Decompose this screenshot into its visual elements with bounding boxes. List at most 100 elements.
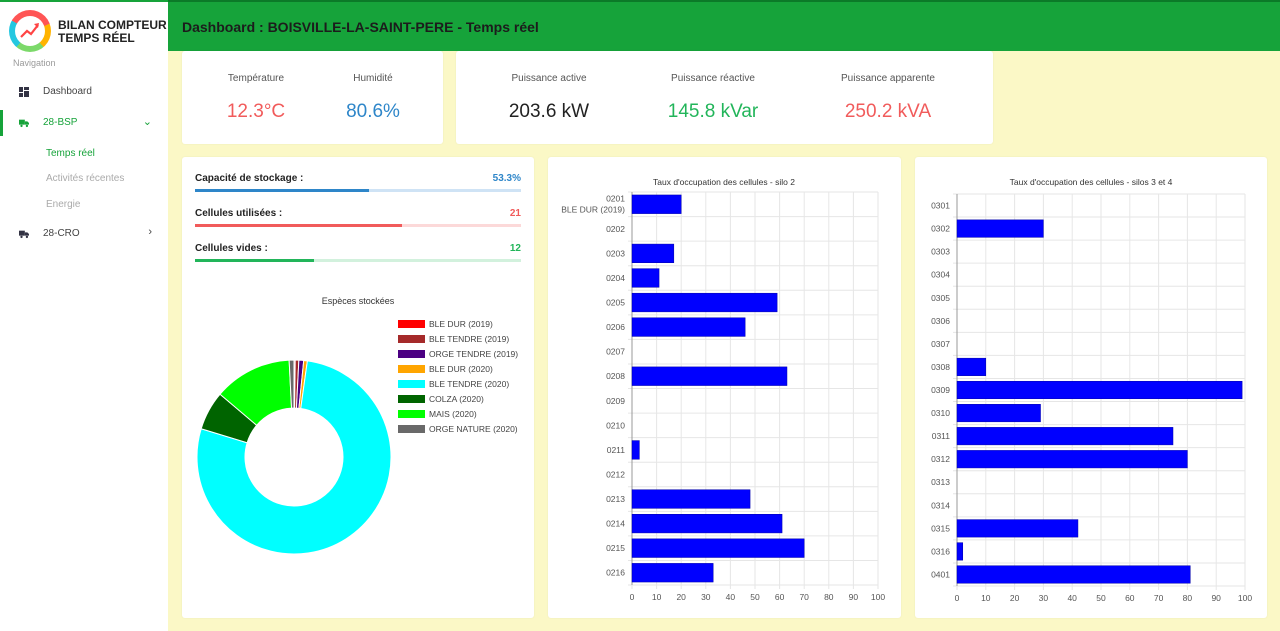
y-tick-label: 0201 [606,193,625,203]
bar-0302[interactable] [956,219,1044,238]
y-tick-label: 0306 [931,316,950,326]
legend-label[interactable]: ORGE TENDRE (2019) [429,349,518,359]
x-tick-label: 20 [1010,593,1020,603]
y-tick-label: 0305 [931,293,950,303]
y-tick-label: 0401 [931,569,950,579]
x-tick-label: 70 [799,592,809,602]
bar-0208[interactable] [631,366,788,386]
humidity-value: 80.6% [346,101,400,122]
chart-title: Taux d'occupation des cellules - silos 3… [1010,177,1173,187]
y-tick-label: 0213 [606,494,625,504]
y-tick-label: 0206 [606,322,625,332]
y-tick-label: 0207 [606,347,625,357]
y-tick-label: 0314 [931,500,950,510]
legend-swatch [398,380,425,388]
y-tick-label: 0313 [931,477,950,487]
legend-label[interactable]: BLE TENDRE (2019) [429,334,509,344]
sidebar-item-28-cro[interactable]: 28-CRO › [0,221,168,247]
bar-0206[interactable] [631,317,746,337]
silo2-occupancy-chart: Taux d'occupation des cellules - silo 2 0… [561,177,885,602]
bar-0315[interactable] [956,519,1079,538]
used-cells-progress-track [195,224,521,227]
bar-0312[interactable] [956,450,1188,469]
silo34-occupancy-chart: Taux d'occupation des cellules - silos 3… [931,177,1252,603]
legend-swatch [398,320,425,328]
bar-0211[interactable] [631,440,640,460]
y-tick-label: 0310 [931,408,950,418]
legend-label[interactable]: ORGE NATURE (2020) [429,424,518,434]
legend-label[interactable]: COLZA (2020) [429,394,484,404]
donut-slice[interactable] [196,360,392,555]
y-tick-label: 0304 [931,270,950,280]
bar-0201[interactable] [631,194,682,214]
page-title: Dashboard : BOISVILLE-LA-SAINT-PERE - Te… [182,19,539,35]
bar-0308[interactable] [956,357,987,376]
capacity-progress-fill [195,189,369,192]
capacity-value: 53.3% [492,173,521,184]
app-logo[interactable]: BILAN COMPTEUR TEMPS RÉEL [8,10,168,56]
x-tick-label: 100 [1238,593,1252,603]
bar-0311[interactable] [956,427,1174,446]
y-tick-label: 0301 [931,201,950,211]
y-tick-label: 0211 [607,445,626,455]
x-tick-label: 0 [955,593,960,603]
bar-0204[interactable] [631,268,660,288]
sidebar-subitem-energie[interactable]: Energie [46,199,81,210]
power-card: Puissance active 203.6 kW Puissance réac… [456,51,993,144]
x-tick-label: 10 [652,592,662,602]
bar-0215[interactable] [631,538,805,558]
y-tick-label: 0214 [606,519,625,529]
legend-label[interactable]: BLE DUR (2020) [429,364,493,374]
chevron-right-icon[interactable]: › [148,226,152,238]
y-tick-label: 0204 [606,273,625,283]
x-tick-label: 30 [701,592,711,602]
bar-0213[interactable] [631,489,751,509]
sidebar-item-28-bsp[interactable]: 28-BSP ⌄ [0,110,168,136]
bar-0401[interactable] [956,565,1191,584]
y-tick-label: 0210 [606,420,625,430]
reactive-power-value: 145.8 kVar [667,101,759,122]
y-tick-label: 0308 [931,362,950,372]
donut-slice[interactable] [288,359,295,409]
bar-0205[interactable] [631,292,778,313]
sidebar: BILAN COMPTEUR TEMPS RÉEL Navigation Das… [0,0,168,631]
bar-0216[interactable] [631,563,714,583]
bar-0310[interactable] [956,404,1041,423]
bar-0214[interactable] [631,514,783,534]
x-tick-label: 80 [1183,593,1193,603]
sidebar-item-dashboard[interactable]: Dashboard [0,79,168,105]
capacity-label: Capacité de stockage : [195,173,304,184]
legend-label[interactable]: BLE TENDRE (2020) [429,379,509,389]
y-tick-label: 0302 [931,224,950,234]
legend-label[interactable]: BLE DUR (2019) [429,319,493,329]
x-tick-label: 0 [630,592,635,602]
x-tick-label: 50 [750,592,760,602]
temperature-value: 12.3°C [226,101,286,122]
y-tick-label: 0307 [931,339,950,349]
bar-0316[interactable] [956,542,964,561]
used-cells-label: Cellules utilisées : [195,208,283,219]
sidebar-subitem-temps-reel[interactable]: Temps réel [46,148,95,159]
donut-title: Espèces stockées [322,296,395,306]
sidebar-item-label: 28-CRO [43,228,80,239]
truck-icon [19,230,29,239]
sidebar-subitem-activites-recentes[interactable]: Activités récentes [46,173,125,184]
active-power-value: 203.6 kW [508,101,590,122]
legend-swatch [398,365,425,373]
bar-0203[interactable] [631,243,675,263]
apparent-power-value: 250.2 kVA [844,101,932,122]
x-tick-label: 80 [824,592,834,602]
capacity-stat: Capacité de stockage : 53.3% [195,173,521,203]
used-cells-progress-fill [195,224,403,227]
chart-title: Taux d'occupation des cellules - silo 2 [653,177,795,187]
top-header: Dashboard : BOISVILLE-LA-SAINT-PERE - Te… [168,0,1280,51]
stock-card: Capacité de stockage : 53.3% Cellules ut… [182,157,534,618]
app-title: BILAN COMPTEUR TEMPS RÉEL [58,19,168,45]
chevron-down-icon[interactable]: ⌄ [142,116,152,128]
silo2-card: Taux d'occupation des cellules - silo 2 0… [548,157,901,618]
truck-icon [19,119,29,128]
legend-swatch [398,335,425,343]
legend-label[interactable]: MAIS (2020) [429,409,477,419]
x-tick-label: 30 [1039,593,1049,603]
bar-0309[interactable] [956,380,1243,400]
